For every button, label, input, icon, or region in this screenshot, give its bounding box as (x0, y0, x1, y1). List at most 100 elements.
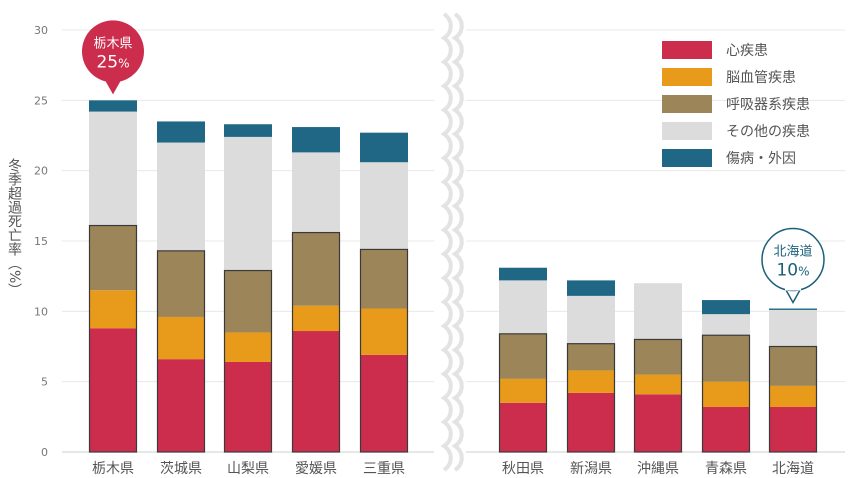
legend-item: 傷病・外因 (662, 144, 810, 171)
bar-segment-その他の疾患-山梨県 (224, 136, 272, 271)
legend-item: 脳血管疾患 (662, 63, 810, 90)
legend-swatch (662, 121, 712, 140)
bar-segment-呼吸器系疾患-山梨県 (224, 270, 272, 333)
bar-segment-脳血管疾患-茨城県 (157, 316, 205, 360)
bar-segment-その他の疾患-北海道 (769, 309, 817, 347)
bar-outline-沖縄県 (633, 338, 683, 453)
bar-segment-脳血管疾患-栃木県 (89, 290, 137, 329)
legend-swatch (662, 94, 712, 113)
bar-outline-三重県 (359, 248, 409, 453)
bar-segment-脳血管疾患-青森県 (702, 381, 750, 407)
bar-segment-呼吸器系疾患-茨城県 (157, 250, 205, 317)
bar-segment-その他の疾患-沖縄県 (634, 283, 682, 340)
bar-segment-傷病・外因-栃木県 (89, 100, 137, 112)
x-category-label: 愛媛県 (295, 461, 337, 477)
bar-segment-呼吸器系疾患-北海道 (769, 346, 817, 386)
callout-value-unit: % (798, 265, 809, 279)
legend: 心疾患脳血管疾患呼吸器系疾患 その他の疾患 傷病・外因 (662, 36, 810, 171)
x-category-label: 沖縄県 (637, 461, 679, 477)
bar-segment-心疾患-愛媛県 (292, 331, 340, 452)
legend-item: その他の疾患 (662, 117, 810, 144)
bar-segment-心疾患-沖縄県 (634, 394, 682, 452)
bar-segment-その他の疾患-茨城県 (157, 142, 205, 251)
bar-outline-栃木県 (88, 224, 138, 453)
bar-segment-心疾患-青森県 (702, 406, 750, 452)
legend-label: 呼吸器系疾患 (726, 96, 810, 113)
bar-segment-その他の疾患-秋田県 (499, 280, 547, 334)
bar-outline-愛媛県 (291, 231, 341, 453)
bar-outline-新潟県 (566, 343, 616, 453)
callout-value: 25% (96, 52, 129, 72)
x-category-label: 新潟県 (570, 461, 612, 477)
y-tick-label: 30 (34, 24, 48, 37)
y-tick-label: 0 (41, 446, 48, 459)
callout-pointer-栃木県 (104, 78, 122, 95)
bar-segment-その他の疾患-三重県 (360, 162, 408, 250)
bar-segment-傷病・外因-茨城県 (157, 121, 205, 143)
bar-segment-その他の疾患-栃木県 (89, 111, 137, 226)
bar-segment-心疾患-栃木県 (89, 328, 137, 452)
bar-outline-山梨県 (223, 269, 273, 453)
y-tick-label: 20 (34, 165, 48, 178)
bar-segment-呼吸器系疾患-秋田県 (499, 333, 547, 379)
bar-segment-呼吸器系疾患-三重県 (360, 249, 408, 309)
legend-item: 心疾患 (662, 36, 810, 63)
legend-label: 心疾患 (726, 42, 768, 59)
bar-outline-北海道 (768, 345, 818, 453)
bar-segment-心疾患-新潟県 (567, 392, 615, 452)
bar-segment-心疾患-山梨県 (224, 361, 272, 452)
callout-name: 北海道 (773, 245, 812, 260)
bar-segment-脳血管疾患-新潟県 (567, 370, 615, 393)
y-tick-label: 5 (41, 376, 48, 389)
callout-value-number: 25 (96, 52, 118, 72)
callout-name: 栃木県 (93, 36, 132, 51)
bar-segment-呼吸器系疾患-栃木県 (89, 225, 137, 291)
axis-break-wave (451, 12, 464, 472)
bar-outline-青森県 (701, 334, 751, 453)
bar-segment-心疾患-北海道 (769, 406, 817, 452)
callout-value: 10% (776, 261, 809, 281)
x-category-label: 三重県 (363, 461, 405, 477)
legend-swatch (662, 148, 712, 167)
legend-label: 傷病・外因 (726, 150, 796, 167)
x-category-label: 青森県 (705, 461, 747, 477)
axis-break-wave (440, 12, 453, 472)
bar-segment-呼吸器系疾患-青森県 (702, 335, 750, 382)
legend-swatch (662, 40, 712, 59)
bar-segment-心疾患-秋田県 (499, 402, 547, 452)
x-category-label: 秋田県 (502, 461, 544, 477)
bar-outline-秋田県 (498, 333, 548, 453)
bar-segment-呼吸器系疾患-沖縄県 (634, 339, 682, 375)
bar-segment-脳血管疾患-山梨県 (224, 332, 272, 362)
bar-segment-傷病・外因-北海道 (769, 308, 817, 310)
bar-segment-傷病・外因-青森県 (702, 300, 750, 315)
legend-label: 脳血管疾患 (726, 69, 796, 86)
x-category-label: 栃木県 (92, 461, 134, 477)
y-tick-label: 15 (34, 235, 48, 248)
callout-value-unit: % (118, 56, 129, 70)
bar-segment-脳血管疾患-愛媛県 (292, 305, 340, 332)
legend-label: その他の疾患 (726, 123, 810, 140)
y-tick-label: 25 (34, 94, 48, 107)
callout-bubble-栃木県 (82, 20, 144, 83)
bar-segment-その他の疾患-青森県 (702, 314, 750, 336)
bar-segment-その他の疾患-愛媛県 (292, 152, 340, 233)
bar-segment-傷病・外因-三重県 (360, 132, 408, 163)
legend-swatch (662, 67, 712, 86)
x-category-label: 山梨県 (227, 461, 269, 477)
bar-segment-呼吸器系疾患-新潟県 (567, 343, 615, 371)
x-category-label: 北海道 (772, 461, 814, 477)
bar-segment-脳血管疾患-秋田県 (499, 378, 547, 403)
y-tick-label: 10 (34, 305, 48, 318)
bar-segment-心疾患-茨城県 (157, 359, 205, 452)
bar-segment-傷病・外因-愛媛県 (292, 127, 340, 153)
legend-item: 呼吸器系疾患 (662, 90, 810, 117)
callout-value-number: 10 (776, 261, 798, 281)
bar-outline-茨城県 (156, 250, 206, 453)
callout-seam-cover (785, 284, 801, 291)
bar-segment-心疾患-三重県 (360, 354, 408, 452)
y-axis-label: 冬季超過死亡率（%） (6, 158, 22, 298)
bar-segment-傷病・外因-山梨県 (224, 124, 272, 137)
bar-segment-呼吸器系疾患-愛媛県 (292, 232, 340, 306)
